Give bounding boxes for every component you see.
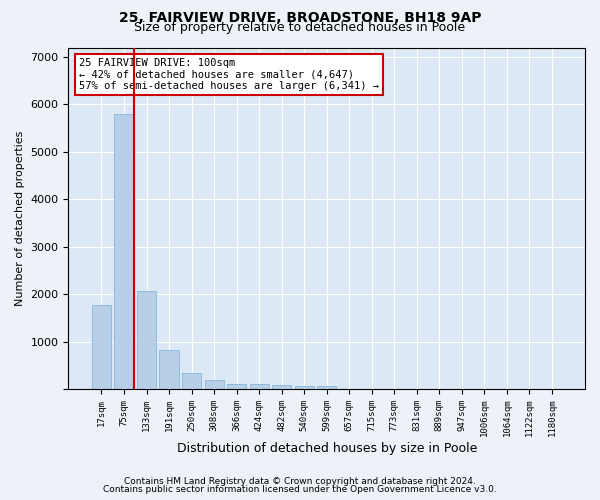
Bar [137, 292, 156, 389]
Text: Contains public sector information licensed under the Open Government Licence v3: Contains public sector information licen… [103, 485, 497, 494]
Bar [272, 385, 291, 389]
Bar [250, 384, 269, 389]
Bar [160, 350, 179, 389]
Text: Contains HM Land Registry data © Crown copyright and database right 2024.: Contains HM Land Registry data © Crown c… [124, 477, 476, 486]
Bar [92, 304, 111, 389]
Bar [205, 380, 224, 389]
Bar [317, 386, 336, 389]
Text: 25 FAIRVIEW DRIVE: 100sqm
← 42% of detached houses are smaller (4,647)
57% of se: 25 FAIRVIEW DRIVE: 100sqm ← 42% of detac… [79, 58, 379, 91]
Text: Size of property relative to detached houses in Poole: Size of property relative to detached ho… [134, 22, 466, 35]
Bar [227, 384, 246, 389]
Text: 25, FAIRVIEW DRIVE, BROADSTONE, BH18 9AP: 25, FAIRVIEW DRIVE, BROADSTONE, BH18 9AP [119, 11, 481, 25]
X-axis label: Distribution of detached houses by size in Poole: Distribution of detached houses by size … [176, 442, 477, 455]
Bar [182, 373, 201, 389]
Bar [295, 386, 314, 389]
Y-axis label: Number of detached properties: Number of detached properties [15, 130, 25, 306]
Bar [115, 114, 134, 389]
